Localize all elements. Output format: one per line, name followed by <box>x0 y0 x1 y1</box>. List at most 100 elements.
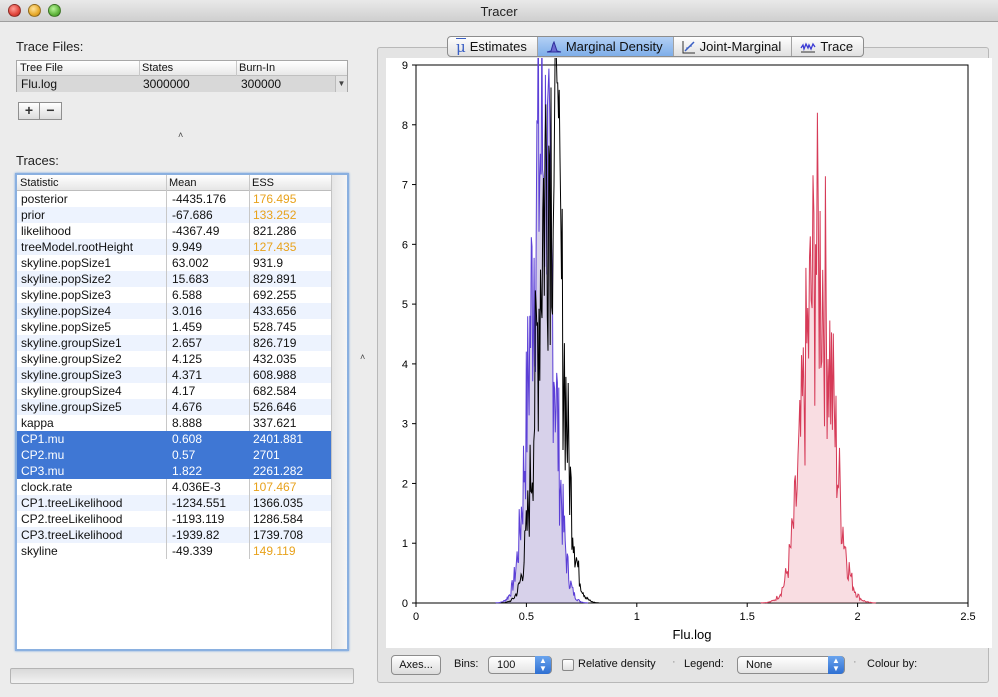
tab-estimates[interactable]: μ Estimates <box>448 37 538 56</box>
col-mean[interactable]: Mean <box>169 177 197 189</box>
plot-frame <box>415 64 969 604</box>
window-title: Tracer <box>480 4 518 19</box>
column-divider <box>166 239 167 255</box>
trace-row[interactable]: skyline -49.339 149.119 <box>17 543 331 559</box>
trace-row[interactable]: skyline.popSize2 15.683 829.891 <box>17 271 331 287</box>
trace-mean: -67.686 <box>172 208 213 222</box>
density-icon <box>546 40 562 53</box>
marginal-density-chart[interactable]: 0 1 2 3 4 5 6 7 8 9 0 0.5 1 1.5 2 2.5 Flu.log <box>386 0 992 648</box>
x-tick-label: 1.5 <box>740 611 755 623</box>
trace-row[interactable]: skyline.groupSize5 4.676 526.646 <box>17 399 331 415</box>
trace-row[interactable]: clock.rate 4.036E-3 107.467 <box>17 479 331 495</box>
traces-table[interactable]: Statistic Mean ESS posterior -4435.176 176… <box>15 173 349 651</box>
title-bar: Tracer <box>0 0 998 22</box>
trace-files-label: Trace Files: <box>16 39 84 54</box>
col-ess[interactable]: ESS <box>252 177 275 189</box>
legend-select[interactable]: None ▲ ▼ <box>737 656 845 674</box>
trace-row[interactable]: skyline.popSize4 3.016 433.656 <box>17 303 331 319</box>
trace-row[interactable]: skyline.groupSize4 4.17 682.584 <box>17 383 331 399</box>
column-divider <box>249 543 250 559</box>
trace-mean: -1939.82 <box>172 528 220 542</box>
column-divider <box>249 239 250 255</box>
trace-row[interactable]: posterior -4435.176 176.495 <box>17 191 331 207</box>
x-tick-label: 0.5 <box>519 611 534 623</box>
tab-trace[interactable]: Trace <box>792 37 863 56</box>
trace-row[interactable]: CP3.treeLikelihood -1939.82 1739.708 <box>17 527 331 543</box>
bins-select[interactable]: 100 ▲ ▼ <box>488 656 552 674</box>
trace-row[interactable]: prior -67.686 133.252 <box>17 207 331 223</box>
trace-row[interactable]: skyline.groupSize1 2.657 826.719 <box>17 335 331 351</box>
vertical-splitter-grip-icon[interactable]: ˄ <box>360 352 366 362</box>
trace-ess: 931.9 <box>253 256 284 270</box>
trace-files-scroll-arrow-icon[interactable]: ▼ <box>335 76 347 92</box>
tab-marginal-density[interactable]: Marginal Density <box>537 37 674 56</box>
legend-value: None <box>746 659 773 671</box>
traces-header: Statistic Mean ESS <box>17 175 331 191</box>
close-window-button[interactable] <box>8 4 21 17</box>
trace-row[interactable]: kappa 8.888 337.621 <box>17 415 331 431</box>
trace-row[interactable]: skyline.popSize1 63.002 931.9 <box>17 255 331 271</box>
density-line <box>501 1 600 604</box>
select-arrows-icon: ▲ ▼ <box>535 656 551 674</box>
zoom-window-button[interactable] <box>48 4 61 17</box>
horizontal-scrollbar[interactable] <box>10 668 354 684</box>
traces-vertical-scrollbar[interactable] <box>331 175 347 649</box>
bins-label: Bins: <box>454 658 479 670</box>
column-divider <box>249 319 250 335</box>
trace-row[interactable]: skyline.popSize5 1.459 528.745 <box>17 319 331 335</box>
trace-row[interactable]: likelihood -4367.49 821.286 <box>17 223 331 239</box>
x-tick-label: 0 <box>413 611 419 623</box>
splitter-grip-icon[interactable]: ˄ <box>178 130 184 140</box>
col-states[interactable]: States <box>142 62 174 74</box>
axes-button[interactable]: Axes... <box>391 655 441 675</box>
add-remove-buttons: + − <box>18 102 62 120</box>
trace-row[interactable]: CP1.mu 0.608 2401.881 <box>17 431 331 447</box>
trace-mean: 63.002 <box>172 256 209 270</box>
chart-svg: 0 1 2 3 4 5 6 7 8 9 0 0.5 1 1.5 2 2.5 Flu.log <box>402 0 976 642</box>
y-tick-label: 8 <box>402 120 408 132</box>
trace-ess: 2401.881 <box>253 432 304 446</box>
x-tick-label: 1 <box>634 611 640 623</box>
trace-row[interactable]: skyline.groupSize3 4.371 608.988 <box>17 367 331 383</box>
add-trace-file-button[interactable]: + <box>18 102 40 120</box>
trace-row[interactable]: CP3.mu 1.822 2261.282 <box>17 463 331 479</box>
column-divider <box>166 255 167 271</box>
bins-value: 100 <box>497 659 516 671</box>
tab-trace-label: Trace <box>820 39 854 54</box>
trace-ess: 432.035 <box>253 352 297 366</box>
trace-ess: 528.745 <box>253 320 297 334</box>
tab-joint-marginal[interactable]: Joint-Marginal <box>674 37 793 56</box>
column-divider <box>166 351 167 367</box>
trace-file-row[interactable]: Flu.log 3000000 300000 <box>17 76 347 92</box>
trace-files-table[interactable]: Tree File States Burn-In Flu.log 3000000… <box>16 60 348 92</box>
trace-row[interactable]: skyline.popSize3 6.588 692.255 <box>17 287 331 303</box>
trace-mean: 15.683 <box>172 272 209 286</box>
column-divider <box>249 383 250 399</box>
trace-row[interactable]: treeModel.rootHeight 9.949 127.435 <box>17 239 331 255</box>
column-divider <box>249 527 250 543</box>
trace-row[interactable]: skyline.groupSize2 4.125 432.035 <box>17 351 331 367</box>
tab-estimates-label: Estimates <box>469 39 527 54</box>
trace-statistic: skyline.groupSize3 <box>21 368 122 382</box>
trace-row[interactable]: CP2.treeLikelihood -1193.119 1286.584 <box>17 511 331 527</box>
column-divider <box>249 303 250 319</box>
minimize-window-button[interactable] <box>28 4 41 17</box>
trace-row[interactable]: CP2.mu 0.57 2701 <box>17 447 331 463</box>
trace-mean: 3.016 <box>172 304 203 318</box>
relative-density-checkbox[interactable] <box>562 659 574 671</box>
trace-ess: 2701 <box>253 448 280 462</box>
column-divider <box>166 527 167 543</box>
column-divider <box>166 303 167 319</box>
remove-trace-file-button[interactable]: − <box>40 102 62 120</box>
trace-mean: -1193.119 <box>172 512 225 526</box>
column-divider <box>249 495 250 511</box>
legend-label: Legend: <box>684 658 724 670</box>
col-statistic[interactable]: Statistic <box>20 177 59 189</box>
col-tree-file[interactable]: Tree File <box>20 62 63 74</box>
trace-ess: 1739.708 <box>253 528 304 542</box>
trace-ess: 133.252 <box>253 208 297 222</box>
col-burn-in[interactable]: Burn-In <box>239 62 276 74</box>
trace-row[interactable]: CP1.treeLikelihood -1234.551 1366.035 <box>17 495 331 511</box>
density-fill <box>760 112 876 604</box>
trace-ess: 682.584 <box>253 384 297 398</box>
